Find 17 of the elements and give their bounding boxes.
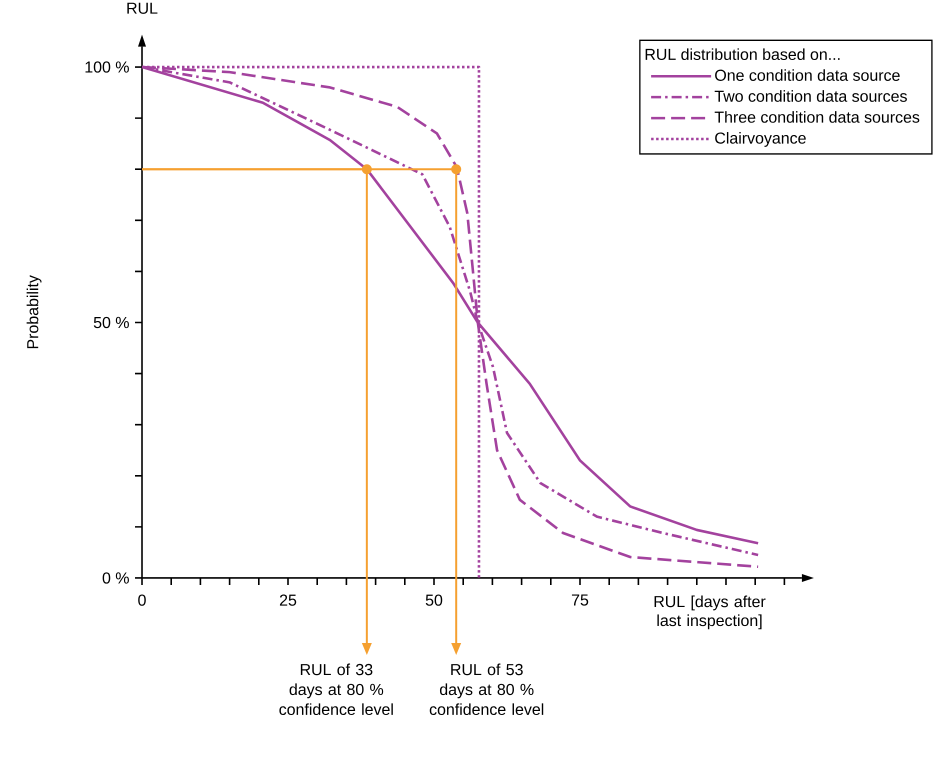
legend-label: Clairvoyance: [715, 132, 806, 147]
x-tick-label: 0: [138, 594, 146, 606]
y-tick-label: 50 %: [94, 316, 129, 328]
x-axis-title: RUL [days after last inspection]: [654, 596, 766, 630]
x-tick-label: 50: [426, 594, 442, 606]
x-tick-label: 75: [572, 594, 588, 606]
annotation: RUL of 33 days at 80 % confidence level: [279, 664, 393, 716]
legend-title: RUL distribution based on...: [646, 48, 840, 60]
legend-label: Three condition data sources: [714, 111, 920, 123]
legend-label: One condition data source: [715, 69, 900, 81]
y-tick-label: 100 %: [86, 61, 129, 73]
annotation: RUL of 53 days at 80 % confidence level: [430, 664, 544, 716]
y-axis-title: Probability: [26, 275, 42, 348]
chart-title: RUL: [127, 2, 158, 14]
x-tick-label: 25: [280, 594, 296, 606]
y-tick-label: 0 %: [102, 572, 129, 584]
legend-label: Two condition data sources: [714, 90, 907, 102]
